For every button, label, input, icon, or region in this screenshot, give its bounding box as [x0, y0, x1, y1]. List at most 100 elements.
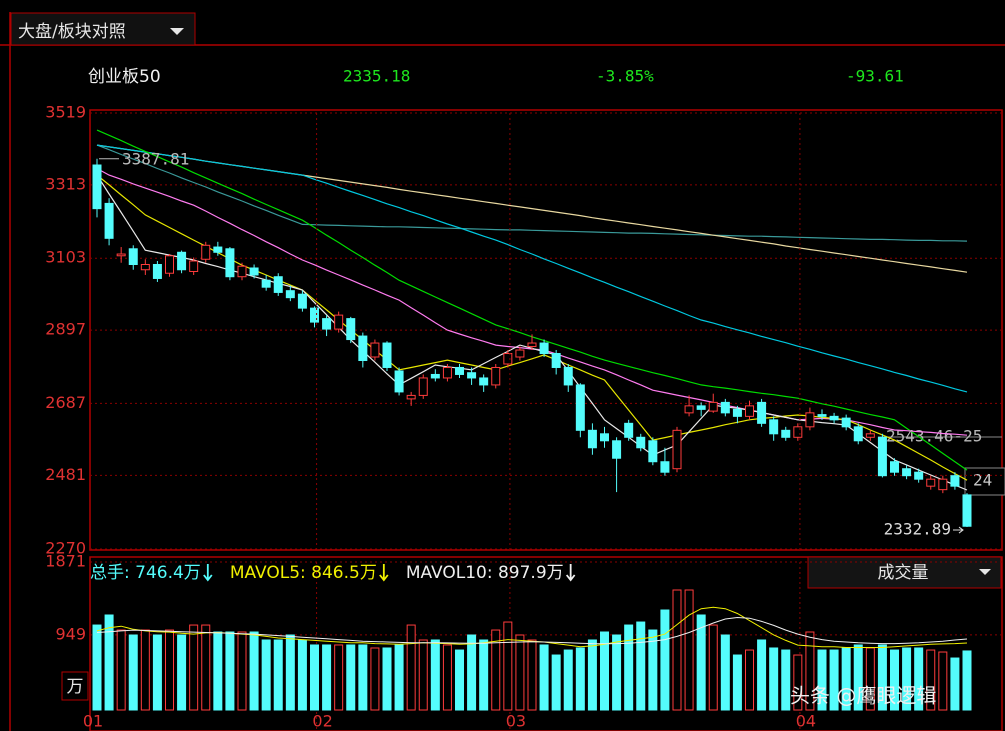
volume-bar: [817, 649, 827, 711]
volume-bar: [189, 624, 199, 711]
candle-body: [261, 279, 271, 288]
volume-bar: [950, 657, 960, 711]
candle-body: [285, 290, 295, 299]
candle-body: [563, 366, 573, 386]
volume-bar: [140, 629, 150, 711]
selector-box[interactable]: [10, 12, 196, 46]
volume-bar: [177, 634, 187, 711]
volume-bar: [152, 634, 162, 711]
legend-entry: MAVOL10: 897.9万: [406, 563, 564, 583]
volume-bar: [612, 634, 622, 711]
candle-body: [491, 366, 501, 386]
candle-body: [575, 384, 585, 431]
y-tick-label: 2687: [45, 393, 86, 412]
candle-body: [527, 342, 537, 348]
candle-body: [346, 318, 356, 341]
y-tick-label: 2270: [45, 539, 86, 558]
index-price: 2335.18: [343, 67, 410, 86]
volume-bar: [406, 624, 416, 711]
index-change-pct: -3.85%: [596, 67, 654, 86]
volume-bar: [225, 631, 235, 711]
candle-body: [708, 401, 718, 412]
volume-bar: [116, 629, 126, 711]
candle-body: [539, 342, 549, 355]
volume-bar: [696, 614, 706, 711]
candle-body: [201, 244, 211, 260]
volume-bar: [442, 644, 452, 711]
y-tick-label: 2481: [45, 465, 86, 484]
volume-bar: [672, 589, 682, 711]
volume-bar: [684, 589, 694, 711]
candle-body: [358, 335, 368, 361]
legend-arrow: [203, 564, 213, 582]
y-tick-label: 1871: [45, 552, 86, 571]
volume-bar: [213, 631, 223, 711]
volume-bar: [418, 639, 428, 711]
ma-line: [96, 144, 968, 242]
candle-body: [370, 342, 380, 358]
volume-bar: [237, 631, 247, 711]
candle-body: [853, 426, 863, 442]
legend-entry: MAVOL5: 846.5万: [230, 563, 377, 583]
candle-body: [152, 264, 162, 279]
candle-body: [213, 246, 223, 253]
volume-bar: [104, 614, 114, 711]
volume-bar: [708, 624, 718, 711]
candle-body: [938, 478, 948, 491]
candle-body: [225, 248, 235, 278]
x-tick-label: 03: [506, 712, 526, 731]
candle-body: [418, 377, 428, 396]
volume-selector-arrow[interactable]: [979, 569, 991, 575]
candle-body: [914, 471, 924, 480]
volume-bar: [624, 624, 634, 711]
volume-bar: [926, 649, 936, 711]
candle-body: [322, 318, 332, 330]
volume-bar: [757, 639, 767, 711]
volume-bar: [890, 649, 899, 711]
candle-body: [684, 405, 694, 414]
candle-body: [189, 260, 199, 272]
y-tick-label: 2897: [45, 320, 86, 339]
candle-body: [273, 276, 283, 293]
volume-bar: [273, 639, 283, 711]
volume-bar: [962, 650, 972, 711]
volume-bar: [587, 639, 597, 711]
candle-body: [805, 412, 815, 428]
volume-bar: [829, 649, 839, 711]
volume-bar: [165, 629, 174, 711]
volume-bar: [382, 647, 392, 711]
x-tick-label: 01: [83, 712, 103, 731]
candle-body: [92, 164, 102, 210]
volume-bar: [720, 634, 730, 711]
volume-panel-frame: [89, 556, 1003, 731]
volume-selector-label[interactable]: 成交量: [878, 563, 929, 583]
volume-bar: [128, 634, 138, 711]
candle-body: [793, 426, 803, 438]
volume-bar: [285, 634, 295, 711]
candle-body: [612, 440, 622, 459]
candle-body: [334, 314, 344, 330]
volume-bar: [563, 649, 573, 711]
selector-label[interactable]: 大盘/板块对照: [18, 22, 126, 42]
ma-line: [96, 174, 968, 481]
volume-bar: [394, 644, 404, 711]
high-annotation: 3387.81: [122, 149, 189, 168]
volume-bar: [551, 654, 561, 711]
candle-body: [479, 377, 489, 386]
candle-body: [672, 429, 682, 470]
candle-body: [467, 372, 477, 379]
selector-arrow[interactable]: [170, 28, 184, 35]
candle-body: [104, 202, 114, 239]
candle-body: [587, 429, 597, 449]
volume-bar: [636, 621, 646, 711]
candle-body: [165, 255, 174, 274]
legend-arrow: [379, 564, 389, 582]
candle-body: [769, 419, 779, 435]
annotation-arrow: [953, 526, 964, 534]
y-tick-label: 3313: [45, 174, 86, 193]
candle-body: [865, 433, 875, 438]
volume-bar: [648, 629, 658, 711]
volume-bar: [491, 629, 501, 711]
candle-body: [636, 436, 646, 449]
volume-bar: [310, 644, 319, 711]
